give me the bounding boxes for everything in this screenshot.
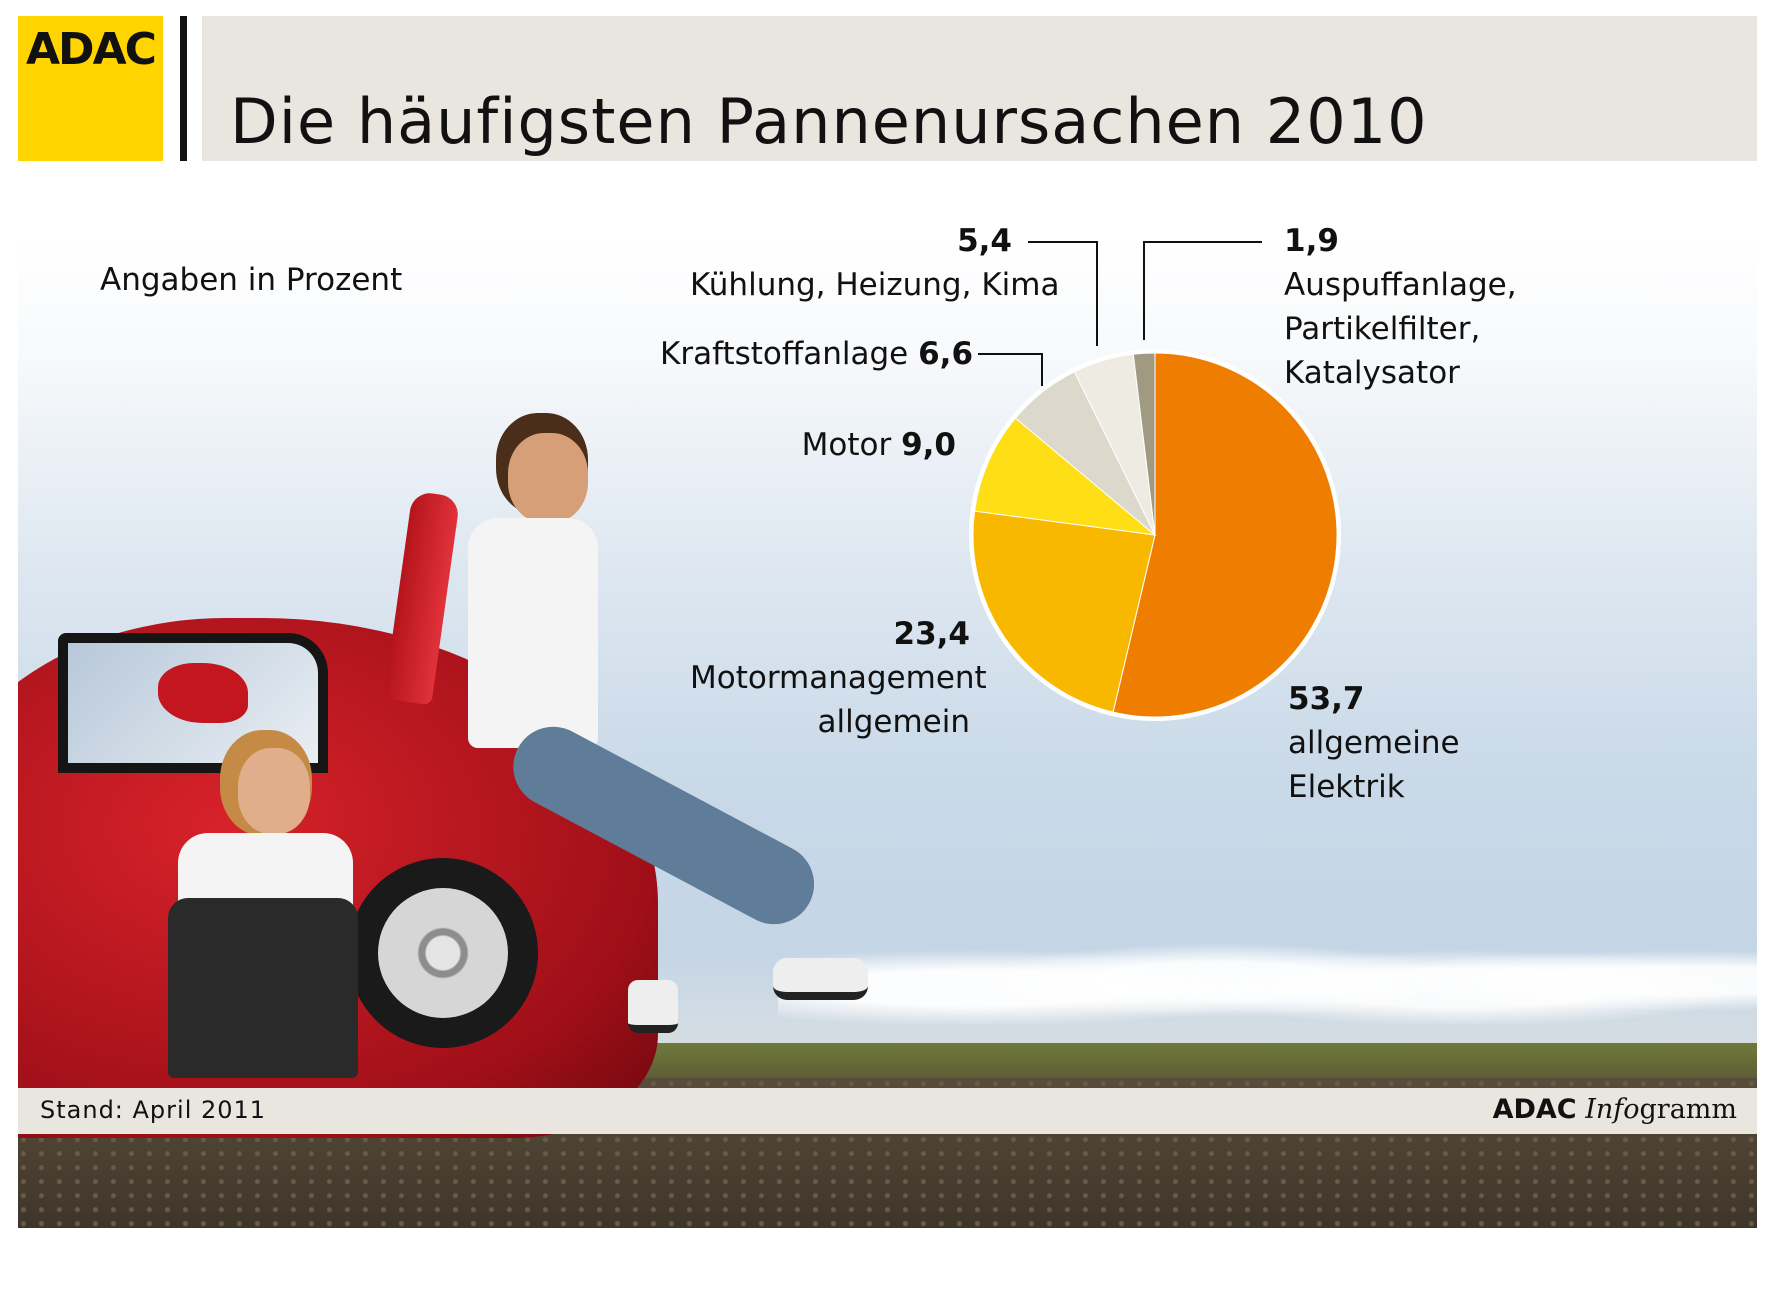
name-motor: Motor — [801, 427, 902, 463]
header-divider — [180, 16, 187, 161]
boy-figure-head — [508, 433, 588, 523]
label-elektrik: 53,7 allgemeine Elektrik — [1288, 677, 1460, 809]
adac-logo: ADAC — [18, 16, 163, 161]
value-motor: 9,0 — [901, 427, 956, 463]
boy-figure-shirt — [468, 518, 598, 748]
name-motormanagement-2: allgemein — [817, 704, 970, 740]
leader-line-auspuff — [1143, 241, 1262, 340]
pie-slice-5 — [1132, 352, 1156, 536]
boy-figure-shoe-back — [628, 980, 678, 1033]
girl-figure-pants — [168, 898, 358, 1078]
pie-slice-0 — [1112, 352, 1338, 718]
footer-brand: ADAC Infogramm — [1493, 1094, 1737, 1125]
pie-slice-2 — [974, 417, 1157, 536]
value-motormanagement: 23,4 — [893, 616, 971, 652]
label-kraftstoff: Kraftstoffanlage 6,6 — [660, 332, 973, 376]
footer-brand-gramm: gramm — [1639, 1094, 1738, 1125]
title-band — [202, 16, 1757, 161]
unit-note: Angaben in Prozent — [100, 262, 403, 298]
name-auspuff-2: Partikelfilter, — [1284, 311, 1481, 347]
logo-text: ADAC — [26, 24, 157, 75]
name-elektrik-2: Elektrik — [1288, 769, 1405, 805]
footer-stand: Stand: April 2011 — [40, 1096, 267, 1124]
footer-brand-info: Info — [1585, 1094, 1640, 1125]
name-auspuff-1: Auspuffanlage, — [1284, 267, 1517, 303]
value-kuehlung: 5,4 — [957, 223, 1012, 259]
name-kuehlung: Kühlung, Heizung, Kima — [690, 267, 1060, 303]
leader-line-kraftstoff — [978, 353, 1043, 386]
pie-slice-1 — [972, 510, 1156, 713]
label-auspuff: 1,9 Auspuffanlage, Partikelfilter, Katal… — [1284, 219, 1517, 395]
hubcap — [378, 888, 508, 1018]
boy-figure-shoe — [773, 958, 868, 1000]
label-motormanagement: 23,4 Motormanagement allgemein — [690, 612, 987, 744]
name-elektrik-1: allgemeine — [1288, 725, 1460, 761]
footer-band: Stand: April 2011 ADAC Infogramm — [18, 1088, 1757, 1134]
pie-slices — [969, 349, 1341, 721]
value-elektrik: 53,7 — [1288, 681, 1365, 717]
page-title: Die häufigsten Pannenursachen 2010 — [230, 85, 1428, 158]
name-motormanagement-1: Motormanagement — [690, 660, 987, 696]
background-photo — [18, 238, 1757, 1228]
clouds — [778, 898, 1757, 1048]
label-kuehlung: 5,4 Kühlung, Heizung, Kima — [690, 219, 1060, 307]
pie-outline — [969, 349, 1341, 721]
name-kraftstoff: Kraftstoffanlage — [660, 336, 919, 372]
value-auspuff: 1,9 — [1284, 223, 1339, 259]
car-mirror — [158, 663, 248, 723]
value-kraftstoff: 6,6 — [918, 336, 974, 372]
leader-line-kuehlung — [1028, 241, 1098, 346]
label-motor: Motor 9,0 — [760, 423, 956, 467]
girl-figure-head — [238, 748, 310, 834]
name-auspuff-3: Katalysator — [1284, 355, 1460, 391]
footer-brand-adac: ADAC — [1492, 1094, 1577, 1125]
